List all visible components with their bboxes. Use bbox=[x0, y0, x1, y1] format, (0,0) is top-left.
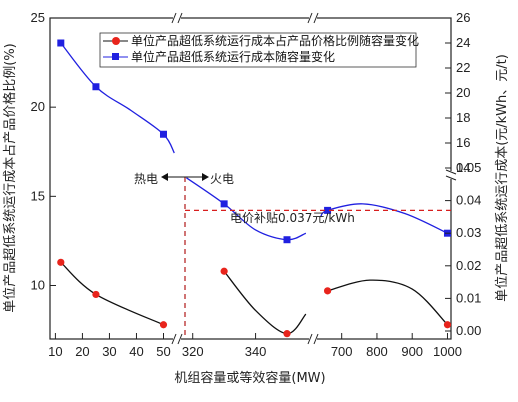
series-cost-point-25 bbox=[92, 83, 100, 91]
y-right-tick-label-20: 20 bbox=[456, 85, 470, 100]
series-cost-point-350 bbox=[283, 236, 291, 244]
series-ratio-curve-2 bbox=[223, 270, 307, 335]
x-tick-label-40: 40 bbox=[129, 344, 143, 359]
series-ratio-point-350 bbox=[283, 330, 291, 338]
annotation-fire-power: 火电 bbox=[210, 172, 234, 186]
legend-blue-marker bbox=[112, 53, 119, 60]
marks-layer bbox=[57, 39, 452, 338]
x-break-2-bottom-b bbox=[313, 333, 319, 345]
y-left-tick-label-10: 10 bbox=[31, 278, 45, 293]
y-right-tick-label-24: 24 bbox=[456, 35, 470, 50]
series-cost-curve-3 bbox=[319, 203, 448, 234]
y-right-tick-label-14: 14 bbox=[456, 160, 470, 175]
x-tick-label-30: 30 bbox=[102, 344, 116, 359]
x-break-2-top-a bbox=[307, 12, 313, 24]
x-tick-label-340: 340 bbox=[245, 344, 267, 359]
y-right-tick-label-0.00: 0.00 bbox=[456, 323, 481, 338]
y-right-break-b bbox=[445, 175, 457, 181]
y-right-break-a bbox=[445, 169, 457, 175]
x-tick-label-700: 700 bbox=[331, 344, 353, 359]
annotation-heat-power: 热电 bbox=[134, 172, 158, 186]
series-ratio-point-1000 bbox=[443, 321, 452, 329]
x-break-2-top-b bbox=[313, 12, 319, 24]
series-ratio-curve-1 bbox=[60, 261, 164, 326]
x-break-1-bottom-a bbox=[171, 333, 177, 345]
x-tick-label-50: 50 bbox=[156, 344, 170, 359]
x-break-1-top-b bbox=[177, 12, 183, 24]
x-tick-label-800: 800 bbox=[366, 344, 388, 359]
series-cost-point-50 bbox=[159, 130, 167, 138]
series-cost-point-330 bbox=[220, 200, 228, 208]
series-cost-point-12 bbox=[57, 39, 65, 47]
legend-red-label: 单位产品超低系统运行成本占产品价格比例随容量变化 bbox=[131, 33, 419, 48]
annotation-subsidy: 电价补贴0.037元/kWh bbox=[230, 211, 355, 225]
y-right-tick-label-0.05: 0.05 bbox=[456, 160, 481, 175]
x-break-1-top-a bbox=[171, 12, 177, 24]
x-break-2-top-gap bbox=[309, 13, 317, 23]
y-left-tick-label-20: 20 bbox=[31, 99, 45, 114]
x-axis-title: 机组容量或等效容量(MW) bbox=[174, 370, 325, 386]
y-right-tick-label-26: 26 bbox=[456, 10, 470, 25]
y-left-tick-label-15: 15 bbox=[31, 188, 45, 203]
y-axis-right-title: 单位产品超低系统运行成本(元/kWh、元/t) bbox=[495, 54, 510, 302]
y-right-tick-label-0.03: 0.03 bbox=[456, 225, 481, 240]
legend-box bbox=[99, 32, 417, 68]
y-right-tick-label-0.04: 0.04 bbox=[456, 193, 481, 208]
series-ratio-point-50 bbox=[159, 321, 168, 329]
x-tick-label-20: 20 bbox=[75, 344, 89, 359]
y-right-tick-label-0.02: 0.02 bbox=[456, 258, 481, 273]
curves-layer bbox=[60, 42, 448, 335]
series-ratio-point-330 bbox=[220, 267, 228, 275]
x-tick-label-320: 320 bbox=[182, 344, 204, 359]
x-break-2-bottom-a bbox=[307, 333, 313, 345]
y-left-tick-label-25: 25 bbox=[31, 10, 45, 25]
arrow-right-head bbox=[202, 173, 209, 181]
series-ratio-point-25 bbox=[92, 290, 100, 299]
arrow-left-head bbox=[161, 173, 168, 181]
legend: 单位产品超低系统运行成本占产品价格比例随容量变化 单位产品超低系统运行成本随容量… bbox=[99, 32, 419, 68]
legend-blue-label: 单位产品超低系统运行成本随容量变化 bbox=[131, 49, 335, 64]
legend-red-marker bbox=[112, 37, 120, 45]
x-break-1-bottom-gap bbox=[173, 334, 181, 344]
x-break-2-bottom-gap bbox=[309, 334, 317, 344]
x-break-1-top-gap bbox=[173, 13, 181, 23]
y-right-break-gap bbox=[446, 171, 456, 179]
x-tick-label-1000: 1000 bbox=[433, 344, 462, 359]
axes-layer: 10 20 30 40 50 320 340 700 800 900 1000 10 15 20 25 0.0… bbox=[31, 10, 482, 359]
series-cost-point-660 bbox=[324, 206, 332, 214]
series-ratio-point-660 bbox=[323, 287, 332, 295]
series-ratio-curve-3 bbox=[327, 279, 448, 326]
y-right-tick-label-18: 18 bbox=[456, 110, 470, 125]
series-cost-curve-1 bbox=[60, 42, 175, 154]
y-right-tick-label-22: 22 bbox=[456, 60, 470, 75]
series-cost-curve-2 bbox=[186, 177, 307, 241]
y-right-tick-label-0.01: 0.01 bbox=[456, 290, 481, 305]
x-tick-label-900: 900 bbox=[401, 344, 423, 359]
x-tick-label-10: 10 bbox=[48, 344, 62, 359]
x-break-1-bottom-b bbox=[177, 333, 183, 345]
y-axis-left-title: 单位产品超低系统运行成本占产品价格比例(%) bbox=[2, 43, 18, 313]
y-right-tick-label-16: 16 bbox=[456, 135, 470, 150]
series-ratio-point-12 bbox=[57, 258, 65, 266]
